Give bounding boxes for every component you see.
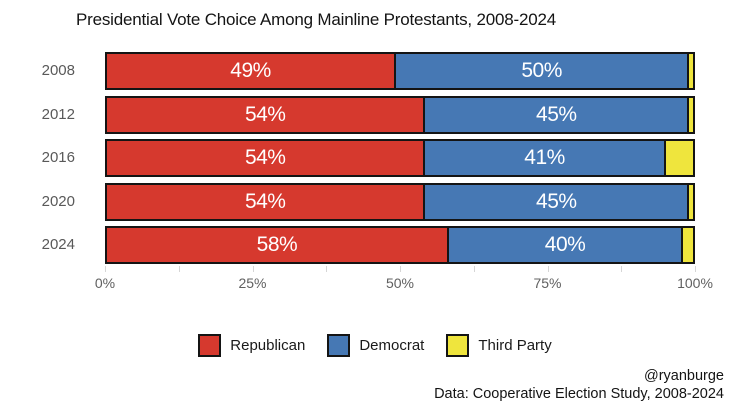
chart-title: Presidential Vote Choice Among Mainline … bbox=[76, 10, 556, 29]
segment-democrat-2008: 50% bbox=[394, 54, 688, 88]
segment-value-label: 54% bbox=[244, 102, 286, 126]
segment-republican-2024: 58% bbox=[107, 228, 447, 262]
bar-row-2024: 2024 58% 40% bbox=[42, 226, 695, 264]
legend-item-third_party: Third Party bbox=[446, 334, 552, 357]
x-axis: 0% 25% 50% 75% 100% bbox=[95, 275, 713, 291]
x-tick-label: 50% bbox=[385, 275, 415, 291]
minor-tick bbox=[473, 266, 475, 272]
stacked-bar: 49% 50% bbox=[105, 52, 695, 90]
segment-value-label: 54% bbox=[244, 146, 286, 169]
x-tick-label: 25% bbox=[238, 275, 267, 291]
x-tick-label: 0% bbox=[94, 275, 116, 291]
stacked-bar: 54% 45% bbox=[105, 95, 695, 134]
stacked-bar: 54% 45% bbox=[105, 182, 695, 221]
year-label: 2008 bbox=[41, 62, 75, 79]
segment-third_party-2020 bbox=[687, 184, 693, 219]
bar-row-2020: 2020 54% 45% bbox=[42, 182, 695, 221]
minor-tick bbox=[547, 266, 549, 272]
minor-tick bbox=[178, 266, 180, 272]
legend-label: Democrat bbox=[359, 337, 425, 354]
x-tick-label: 100% bbox=[677, 275, 713, 291]
segment-value-label: 50% bbox=[521, 59, 562, 82]
minor-tick bbox=[252, 266, 254, 272]
segment-democrat-2012: 45% bbox=[423, 97, 688, 132]
year-label: 2016 bbox=[41, 149, 75, 166]
minor-tick bbox=[621, 266, 623, 272]
bar-row-2012: 2012 54% 45% bbox=[42, 95, 695, 134]
segment-democrat-2020: 45% bbox=[423, 184, 688, 219]
segment-third_party-2012 bbox=[687, 97, 693, 132]
segment-value-label: 54% bbox=[244, 189, 286, 213]
minor-tick-row bbox=[105, 266, 696, 272]
minor-tick bbox=[105, 266, 106, 272]
stacked-bar: 54% 41% bbox=[105, 139, 695, 177]
legend-item-democrat: Democrat bbox=[327, 334, 424, 357]
minor-tick bbox=[400, 266, 401, 272]
segment-value-label: 45% bbox=[536, 189, 577, 213]
legend: Republican Democrat Third Party bbox=[0, 334, 750, 357]
segment-value-label: 41% bbox=[524, 146, 565, 169]
attribution-footer: @ryanburge Data: Cooperative Election St… bbox=[434, 367, 724, 403]
stacked-bar-plot: 2008 49% 50% 2012 54% 45% 2016 54% 41% 2020 54% 45%… bbox=[42, 52, 695, 264]
segment-republican-2008: 49% bbox=[107, 54, 395, 88]
segment-third_party-2016 bbox=[663, 141, 693, 175]
year-label: 2024 bbox=[41, 236, 75, 253]
segment-republican-2012: 54% bbox=[107, 97, 424, 132]
segment-value-label: 49% bbox=[230, 59, 271, 82]
stacked-bar: 58% 40% bbox=[105, 226, 695, 264]
bar-row-2016: 2016 54% 41% bbox=[42, 139, 695, 177]
year-label: 2020 bbox=[41, 192, 75, 210]
minor-tick bbox=[695, 266, 696, 272]
data-source: Data: Cooperative Election Study, 2008-2… bbox=[434, 386, 724, 402]
segment-value-label: 58% bbox=[256, 233, 298, 256]
x-tick-label: 75% bbox=[533, 275, 562, 291]
segment-third_party-2008 bbox=[687, 54, 693, 88]
segment-value-label: 40% bbox=[544, 233, 586, 256]
legend-label: Republican bbox=[230, 337, 306, 354]
legend-label: Third Party bbox=[478, 337, 552, 354]
legend-swatch-republican bbox=[198, 334, 222, 357]
segment-republican-2020: 54% bbox=[107, 184, 424, 219]
legend-swatch-democrat bbox=[327, 334, 351, 357]
legend-item-republican: Republican bbox=[198, 334, 305, 357]
year-label: 2012 bbox=[41, 105, 75, 123]
segment-democrat-2016: 41% bbox=[423, 141, 664, 175]
segment-democrat-2024: 40% bbox=[446, 228, 682, 262]
credit-handle: @ryanburge bbox=[643, 368, 724, 384]
segment-third_party-2024 bbox=[681, 228, 693, 262]
minor-tick bbox=[326, 266, 328, 272]
legend-swatch-third_party bbox=[446, 334, 470, 357]
segment-value-label: 45% bbox=[536, 102, 577, 126]
segment-republican-2016: 54% bbox=[107, 141, 424, 175]
bar-row-2008: 2008 49% 50% bbox=[42, 52, 695, 90]
